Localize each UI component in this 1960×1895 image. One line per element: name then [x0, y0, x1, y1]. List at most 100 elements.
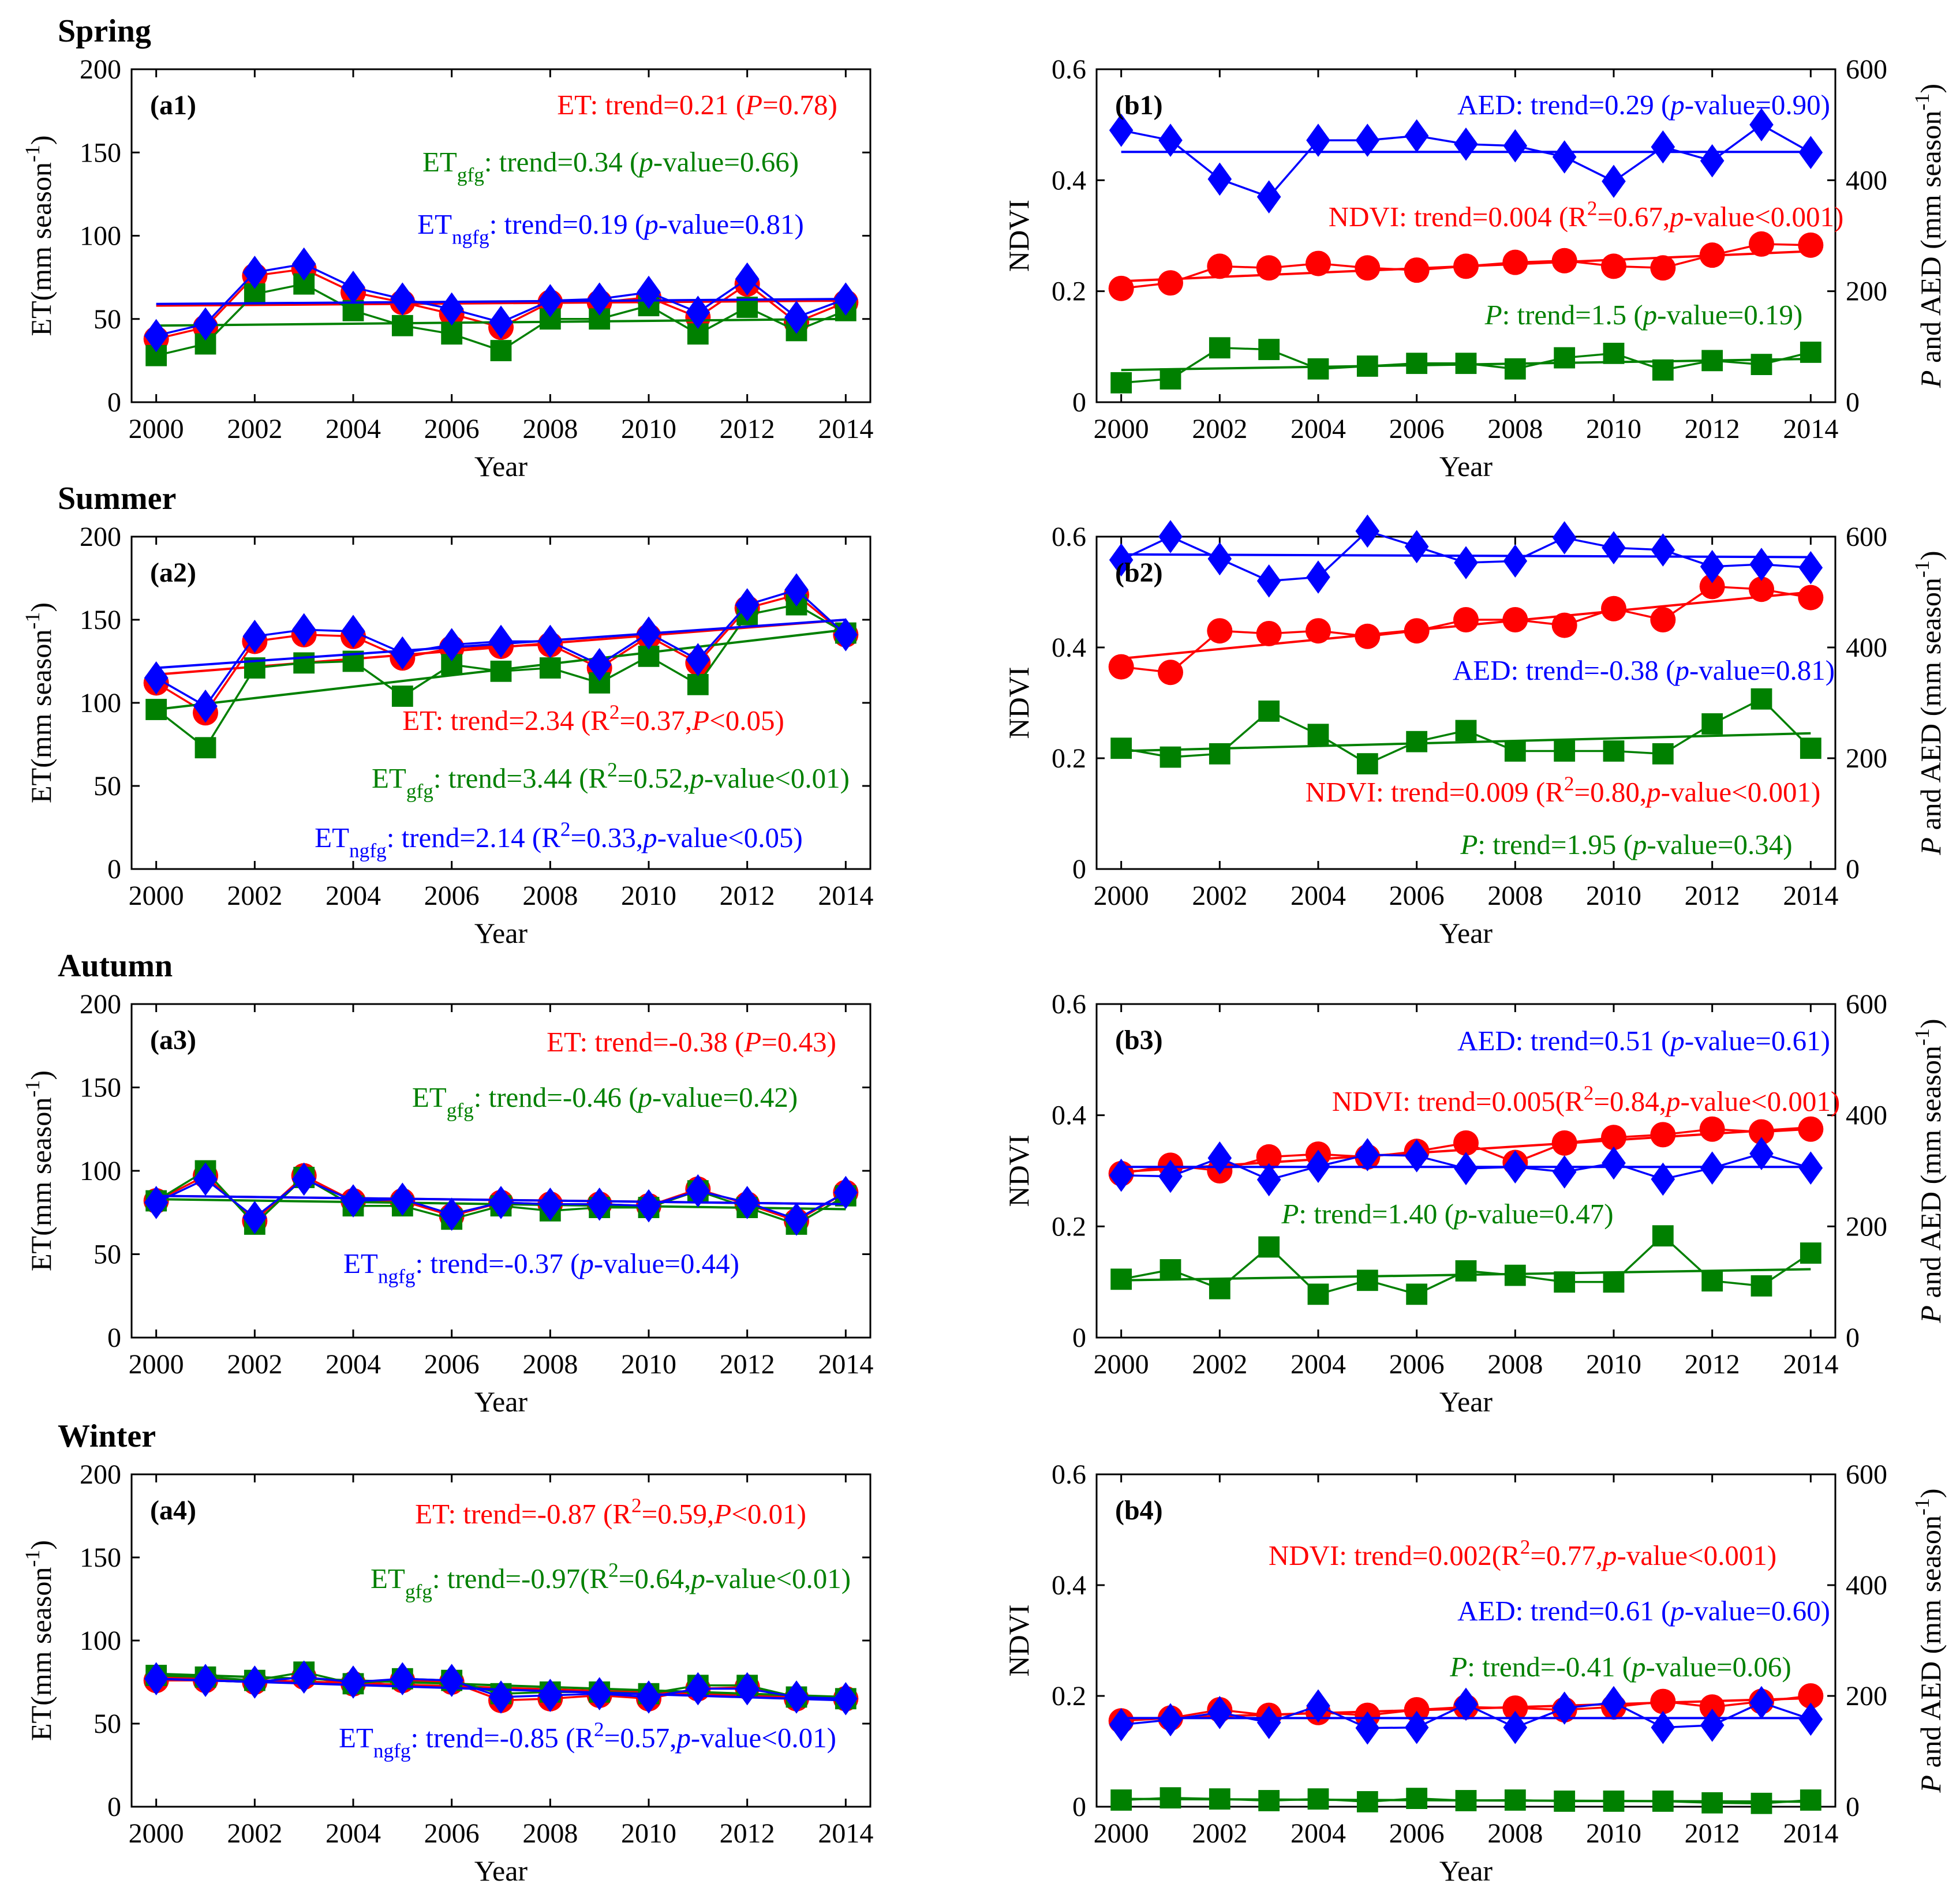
data-point-diamond: [735, 262, 760, 296]
data-point-square: [1307, 1283, 1329, 1305]
x-tick-label: 2004: [326, 1818, 381, 1849]
x-tick-label: 2000: [1094, 1818, 1149, 1849]
data-point-diamond: [1256, 564, 1281, 598]
data-point-diamond: [538, 1188, 563, 1221]
data-point-square: [1652, 359, 1674, 381]
data-point-diamond: [1503, 1710, 1528, 1744]
data-point-diamond: [1256, 1706, 1281, 1739]
x-tick-label: 2008: [1487, 1818, 1543, 1849]
data-point-square: [1356, 1791, 1378, 1812]
y-tick-label: 0.6: [1052, 522, 1086, 552]
x-tick-label: 2006: [424, 881, 480, 911]
annotation-p: P: trend=-0.41 (p-value=0.06): [1449, 1651, 1791, 1683]
data-point-circle: [1158, 270, 1183, 296]
data-point-diamond: [1552, 1155, 1577, 1189]
data-point-square: [391, 314, 413, 336]
series-ngfg: [144, 1162, 858, 1236]
data-point-diamond: [341, 271, 365, 304]
data-point-diamond: [1109, 543, 1134, 577]
y-tick-label: 100: [80, 688, 121, 718]
data-point-circle: [1699, 574, 1725, 600]
series-p: [1110, 688, 1821, 774]
series-aed: [1109, 1137, 1823, 1197]
chart-panel-b3: 2000 2002 2004 2006 2008 2010 2012 2014Year00.2…: [1003, 989, 1947, 1418]
data-point-circle: [1453, 607, 1479, 632]
data-point-circle: [1108, 275, 1134, 301]
data-point-diamond: [1256, 1163, 1281, 1197]
data-point-diamond: [1503, 129, 1528, 163]
data-point-diamond: [587, 1188, 612, 1221]
data-point-diamond: [1798, 1151, 1823, 1185]
data-point-square: [1356, 1269, 1378, 1291]
data-point-diamond: [1454, 128, 1478, 161]
x-tick-label: 2008: [522, 1818, 578, 1849]
y-axis-label: ET(mm season-1): [21, 602, 57, 803]
x-axis-label: Year: [474, 450, 528, 482]
data-point-diamond: [1651, 130, 1675, 164]
series-ndvi: [1108, 231, 1824, 301]
data-point-square: [490, 340, 512, 361]
data-point-square: [1652, 1225, 1674, 1247]
data-point-diamond: [1404, 1710, 1429, 1744]
data-point-diamond: [1454, 1152, 1478, 1185]
data-point-diamond: [144, 1662, 169, 1696]
data-point-diamond: [439, 1197, 464, 1231]
x-tick-label: 2000: [1094, 1349, 1149, 1380]
data-point-diamond: [735, 1672, 760, 1706]
data-point-diamond: [489, 1680, 513, 1714]
y-axis-label: NDVI: [1003, 1135, 1035, 1207]
x-tick-label: 2006: [1389, 1349, 1445, 1380]
data-point-diamond: [1158, 520, 1183, 553]
annotation-aed: AED: trend=0.29 (p-value=0.90): [1457, 89, 1830, 121]
data-point-diamond: [439, 292, 464, 326]
x-tick-label: 2012: [1685, 1349, 1740, 1380]
data-point-diamond: [1306, 1689, 1330, 1723]
annotation-ngfg: ETngfg: trend=-0.85 (R2=0.57,p-value<0.0…: [339, 1718, 836, 1762]
data-point-square: [490, 660, 512, 682]
data-point-diamond: [1700, 144, 1725, 178]
data-point-circle: [1502, 1695, 1528, 1721]
x-tick-label: 2008: [522, 881, 578, 911]
y-tick-label-right: 400: [1846, 632, 1887, 663]
x-tick-label: 2010: [1586, 414, 1641, 444]
data-point-diamond: [1404, 530, 1429, 564]
x-tick-label: 2010: [1586, 1349, 1641, 1380]
y-tick-label-right: 600: [1846, 989, 1887, 1020]
y-tick-label: 0: [1072, 387, 1086, 418]
y-tick-label: 100: [80, 1156, 121, 1186]
x-tick-label: 2008: [1487, 881, 1543, 911]
y-tick-label-right: 400: [1846, 165, 1887, 196]
annotation-ngfg: ETngfg: trend=-0.37 (p-value=0.44): [343, 1248, 739, 1288]
x-tick-label: 2004: [326, 1349, 381, 1380]
data-point-square: [1750, 1275, 1772, 1297]
data-point-circle: [1798, 585, 1824, 611]
y-tick-label: 0.2: [1052, 276, 1086, 307]
data-point-square: [1258, 701, 1280, 722]
data-point-diamond: [242, 620, 267, 653]
y-tick-label-right: 200: [1846, 743, 1887, 774]
data-point-diamond: [1700, 550, 1725, 583]
data-point-circle: [1650, 255, 1676, 281]
data-point-diamond: [637, 275, 661, 309]
data-point-circle: [1306, 250, 1331, 276]
data-point-square: [1209, 1278, 1230, 1299]
panel-label: (a1): [150, 90, 196, 121]
series-ndvi: [1108, 574, 1824, 686]
x-tick-label: 2012: [720, 1349, 775, 1380]
data-point-diamond: [637, 1189, 661, 1223]
x-tick-label: 2010: [621, 1818, 676, 1849]
x-tick-label: 2014: [818, 1818, 873, 1849]
y-tick-label: 0: [107, 387, 121, 418]
y-tick-label: 0.6: [1052, 1459, 1086, 1490]
series-aed: [1109, 1686, 1823, 1745]
x-tick-label: 2002: [227, 1349, 282, 1380]
data-point-diamond: [784, 1680, 809, 1714]
data-point-diamond: [1158, 1703, 1183, 1737]
y-tick-label: 0: [107, 1792, 121, 1822]
x-tick-label: 2000: [1094, 881, 1149, 911]
data-point-diamond: [390, 1662, 415, 1696]
data-point-circle: [1207, 253, 1233, 279]
data-point-circle: [1699, 1116, 1725, 1142]
data-point-diamond: [587, 282, 612, 316]
x-tick-label: 2000: [129, 881, 184, 911]
